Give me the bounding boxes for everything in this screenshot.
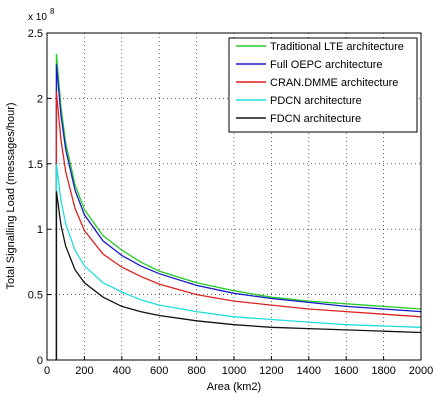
y-axis-label: Total Signalling Load (messages/hour) [5, 102, 17, 289]
legend-entry: PDCN architecture [270, 95, 362, 107]
x-tick-label: 1800 [371, 365, 395, 377]
x-tick-label: 2000 [409, 365, 433, 377]
legend-box [228, 37, 418, 133]
x-tick-label: 1000 [222, 365, 246, 377]
y-tick-label: 2.5 [28, 28, 43, 40]
legend-entry: FDCN architecture [270, 113, 361, 125]
series-line-3 [55, 91, 422, 360]
x-tick-label: 200 [75, 365, 93, 377]
legend: Traditional LTE architecture Full OEPC ar… [228, 37, 418, 133]
x-tick-label: 1400 [297, 365, 321, 377]
series-line-2 [55, 64, 422, 360]
y-multiplier-label: x 10 [28, 12, 47, 23]
series-line-5 [55, 191, 422, 360]
y-tick-label: 1 [37, 224, 43, 236]
x-tick-label: 1600 [334, 365, 358, 377]
legend-entry: Traditional LTE architecture [270, 41, 404, 53]
series-lines [55, 53, 422, 360]
series-line-4 [55, 163, 422, 360]
x-tick-label: 0 [44, 365, 50, 377]
axis-ticks: 0 200 400 600 800 1000 1200 1400 1600 1800 2000 0 0.… [28, 28, 433, 377]
y-tick-label: 1.5 [28, 159, 43, 171]
y-multiplier-exponent: 8 [50, 7, 55, 16]
y-tick-label: 0 [37, 355, 43, 367]
legend-entry: CRAN.DMME architecture [270, 77, 398, 89]
x-axis-label: Area (km2) [207, 381, 261, 393]
x-tick-label: 800 [187, 365, 205, 377]
x-tick-label: 600 [150, 365, 168, 377]
x-tick-label: 400 [113, 365, 131, 377]
series-line-1 [55, 53, 422, 360]
x-tick-label: 1200 [259, 365, 283, 377]
y-tick-label: 2 [37, 93, 43, 105]
legend-entry: Full OEPC architecture [270, 59, 382, 71]
y-tick-label: 0.5 [28, 290, 43, 302]
